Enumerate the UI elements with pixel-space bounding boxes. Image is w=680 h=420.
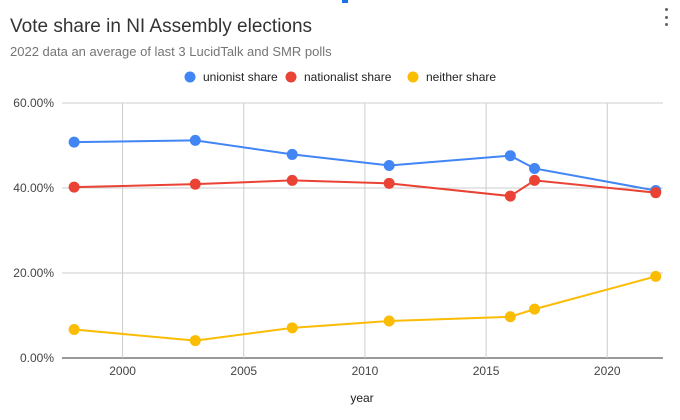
- x-axis-ticks: 2000 2005 2010 2015 2020: [109, 364, 621, 378]
- y-tick-label: 40.00%: [13, 181, 54, 195]
- data-point-nationalist-share: [189, 178, 201, 190]
- data-point-unionist-share: [189, 134, 201, 146]
- x-tick-label: 2015: [473, 364, 500, 378]
- data-point-neither-share: [189, 335, 201, 347]
- more-options-icon[interactable]: [662, 8, 670, 26]
- data-point-neither-share: [650, 270, 662, 282]
- data-point-nationalist-share: [504, 190, 516, 202]
- data-point-nationalist-share: [68, 181, 80, 193]
- data-point-neither-share: [68, 324, 80, 336]
- data-point-unionist-share: [529, 162, 541, 174]
- data-point-neither-share: [504, 311, 516, 323]
- data-point-unionist-share: [68, 136, 80, 148]
- data-point-unionist-share: [504, 150, 516, 162]
- legend-marker-nationalist-share: [285, 71, 297, 83]
- legend-label: unionist share: [203, 70, 278, 84]
- legend-marker-unionist-share: [184, 71, 196, 83]
- data-point-neither-share: [383, 315, 395, 327]
- series-layer: [68, 134, 662, 347]
- chart-subtitle: 2022 data an average of last 3 LucidTalk…: [10, 44, 332, 59]
- top-accent-mark: [342, 0, 348, 3]
- data-point-nationalist-share: [383, 177, 395, 189]
- data-point-unionist-share: [383, 159, 395, 171]
- y-tick-label: 60.00%: [13, 96, 54, 110]
- gridlines: [62, 102, 663, 359]
- y-tick-label: 20.00%: [13, 266, 54, 280]
- legend: unionist share nationalist share neither s…: [184, 70, 496, 84]
- data-point-nationalist-share: [286, 174, 298, 186]
- data-point-nationalist-share: [650, 187, 662, 199]
- legend-marker-neither-share: [407, 71, 419, 83]
- y-tick-label: 0.00%: [20, 351, 54, 365]
- chart-title: Vote share in NI Assembly elections: [10, 16, 313, 37]
- x-tick-label: 2005: [230, 364, 257, 378]
- data-point-neither-share: [529, 303, 541, 315]
- x-tick-label: 2020: [594, 364, 621, 378]
- data-point-unionist-share: [286, 148, 298, 160]
- legend-label: nationalist share: [304, 70, 392, 84]
- data-point-nationalist-share: [529, 174, 541, 186]
- y-axis-ticks: 0.00% 20.00% 40.00% 60.00%: [13, 96, 54, 365]
- legend-label: neither share: [426, 70, 496, 84]
- x-axis-label: year: [350, 391, 373, 405]
- data-point-neither-share: [286, 322, 298, 334]
- x-tick-label: 2000: [109, 364, 136, 378]
- x-tick-label: 2010: [352, 364, 379, 378]
